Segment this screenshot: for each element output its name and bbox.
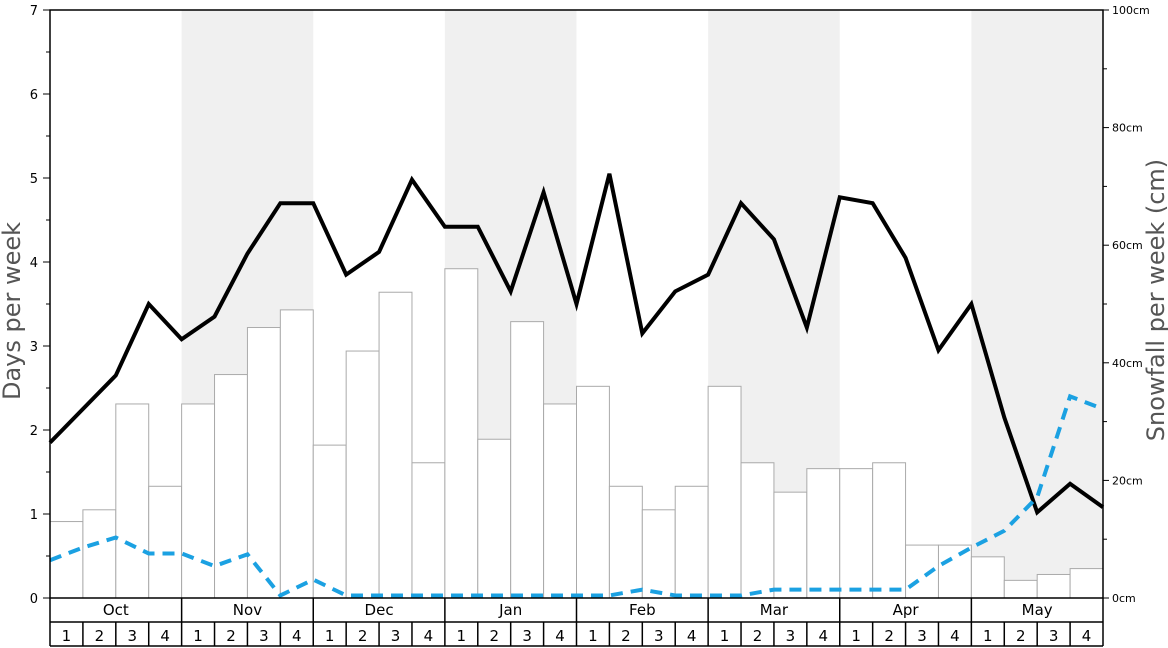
week-label: 2 xyxy=(884,627,894,645)
week-label: 3 xyxy=(917,627,927,645)
snowfall-bar xyxy=(345,350,380,599)
week-label: 3 xyxy=(522,627,532,645)
right-axis-title: Snowfall per week (cm) xyxy=(1142,159,1168,441)
week-label: 2 xyxy=(753,627,763,645)
week-label: 3 xyxy=(786,627,796,645)
left-tick-label: 4 xyxy=(30,256,38,271)
week-label: 1 xyxy=(720,627,730,645)
week-label: 3 xyxy=(259,627,269,645)
month-label: Nov xyxy=(233,601,262,619)
solid-line xyxy=(48,173,1105,516)
snowfall-bar xyxy=(773,491,808,599)
snowfall-bar xyxy=(839,468,874,599)
week-label: 1 xyxy=(193,627,203,645)
week-label: 4 xyxy=(950,627,960,645)
right-tick-label: 0cm xyxy=(1112,592,1136,605)
snowfall-bar xyxy=(312,444,347,599)
week-label: 4 xyxy=(424,627,434,645)
left-tick-label: 1 xyxy=(30,508,38,523)
snowfall-bar xyxy=(872,462,907,599)
right-tick-label: 80cm xyxy=(1112,122,1143,135)
left-tick-label: 7 xyxy=(30,4,38,19)
right-tick-label: 100cm xyxy=(1112,4,1150,17)
snowfall-bar xyxy=(740,462,775,599)
week-label: 3 xyxy=(654,627,664,645)
week-label: 3 xyxy=(1049,627,1059,645)
week-label: 1 xyxy=(325,627,335,645)
week-label: 1 xyxy=(983,627,993,645)
left-tick-label: 0 xyxy=(30,592,38,607)
week-label: 2 xyxy=(226,627,236,645)
month-label: May xyxy=(1022,601,1053,619)
week-label: 2 xyxy=(95,627,105,645)
left-tick-label: 2 xyxy=(30,424,38,439)
week-label: 4 xyxy=(160,627,170,645)
week-label: 4 xyxy=(1082,627,1092,645)
snowfall-bar xyxy=(1003,579,1038,599)
month-label: Dec xyxy=(365,601,394,619)
week-label: 4 xyxy=(687,627,697,645)
snowfall-bar xyxy=(1069,568,1104,599)
week-label: 1 xyxy=(62,627,72,645)
snowfall-bar xyxy=(477,438,512,599)
snowfall-bar xyxy=(608,485,643,599)
snowfall-bar xyxy=(641,509,676,599)
left-axis: 0 1 2 3 4 5 6 7 xyxy=(30,4,50,607)
month-label: Apr xyxy=(893,601,920,619)
dashed-line xyxy=(49,393,1104,598)
snowfall-bar xyxy=(806,468,841,599)
week-label: 4 xyxy=(292,627,302,645)
week-label: 3 xyxy=(391,627,401,645)
snowfall-bar xyxy=(970,556,1005,599)
snowfall-bar xyxy=(378,291,413,599)
week-label: 2 xyxy=(358,627,368,645)
week-label: 4 xyxy=(555,627,565,645)
week-label: 1 xyxy=(588,627,598,645)
week-label: 2 xyxy=(1016,627,1026,645)
snowfall-bar xyxy=(543,403,577,599)
snowfall-bar xyxy=(510,321,545,599)
left-tick-label: 6 xyxy=(30,88,38,103)
snowfall-bar xyxy=(707,385,742,599)
week-label: 1 xyxy=(457,627,467,645)
snowfall-bar xyxy=(674,485,709,599)
week-label: 1 xyxy=(851,627,861,645)
right-tick-label: 40cm xyxy=(1112,357,1143,370)
left-tick-label: 3 xyxy=(30,340,38,355)
month-label: Oct xyxy=(103,601,129,619)
snowfall-bar xyxy=(279,309,314,599)
snowfall-bar xyxy=(82,509,117,599)
month-label: Feb xyxy=(629,601,656,619)
snowfall-bar xyxy=(576,385,610,599)
snowfall-bar xyxy=(1036,573,1071,599)
snowfall-bar xyxy=(148,485,183,599)
month-shading xyxy=(181,10,1103,598)
snowfall-bar xyxy=(937,544,972,599)
left-axis-title: Days per week xyxy=(0,222,26,400)
right-tick-label: 20cm xyxy=(1112,474,1143,487)
snowfall-bar xyxy=(115,403,150,599)
left-tick-label: 5 xyxy=(30,172,38,187)
week-label: 2 xyxy=(621,627,631,645)
day-lines xyxy=(48,173,1105,598)
month-label: Mar xyxy=(760,601,789,619)
snowfall-bar xyxy=(181,403,216,599)
snowfall-bar xyxy=(444,268,479,599)
month-label: Jan xyxy=(498,601,522,619)
snowfall-bar xyxy=(214,374,248,599)
right-tick-label: 60cm xyxy=(1112,239,1143,252)
bottom-axis: Oct Nov Dec Jan Feb Mar Apr May 1 2 3 4 1 2 3 4 1 2 3 4 1 2 3 4… xyxy=(49,598,1104,647)
week-label: 4 xyxy=(819,627,829,645)
week-label: 3 xyxy=(127,627,137,645)
week-label: 2 xyxy=(489,627,499,645)
snowfall-bar xyxy=(411,462,446,599)
snowfall-bar xyxy=(246,327,281,599)
right-axis: 0cm 20cm 40cm 60cm 80cm 100cm xyxy=(1103,4,1150,605)
shade-may xyxy=(971,10,1103,598)
